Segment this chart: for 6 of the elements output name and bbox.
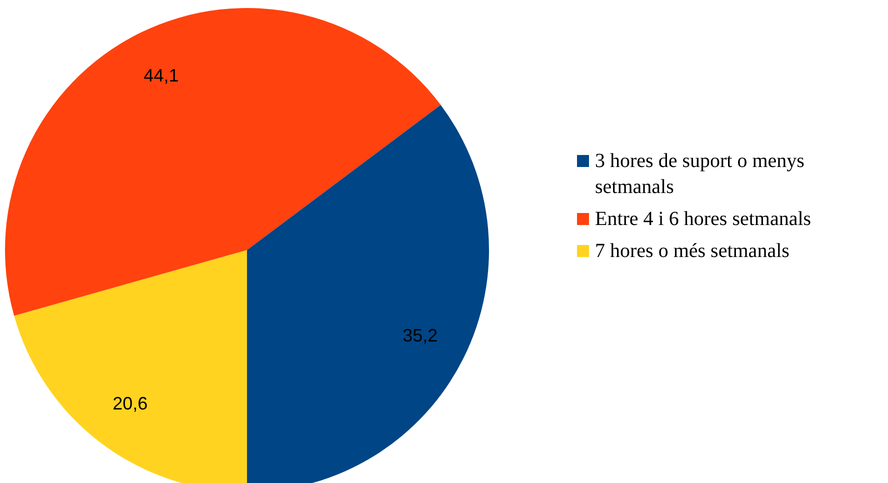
legend-label: 3 hores de suport o menys setmanals — [595, 149, 806, 200]
data-label: 44,1 — [144, 65, 179, 86]
data-label: 20,6 — [112, 393, 148, 414]
data-label: 35,2 — [402, 326, 438, 346]
legend-label: 7 hores o més setmanals — [595, 239, 790, 264]
legend-label: Entre 4 i 6 hores setmanals — [595, 207, 812, 232]
